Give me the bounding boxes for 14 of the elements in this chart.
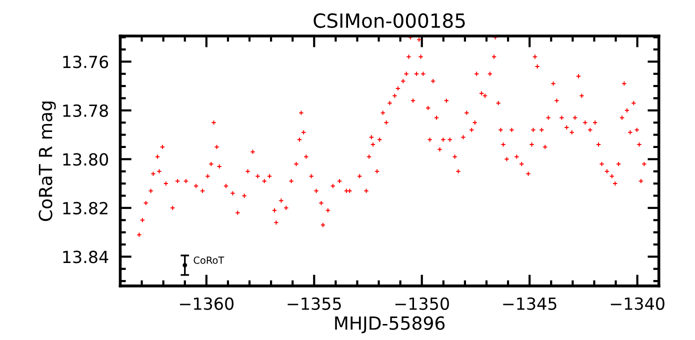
x-tick-label: −1355 xyxy=(288,297,341,310)
y-tick-label: 13.84 xyxy=(63,250,108,264)
y-tick-label: 13.78 xyxy=(63,104,108,117)
chart-title: CSIMon-000185 xyxy=(314,13,465,28)
x-tick-label: −1340 xyxy=(610,297,664,310)
annotation: CoRoT xyxy=(194,256,224,264)
x-tick-label: −1360 xyxy=(180,297,234,310)
x-tick-label: −1345 xyxy=(503,297,556,310)
y-tick-label: 13.76 xyxy=(63,56,108,68)
x-tick-label: −1350 xyxy=(395,297,449,310)
x-axis-title: MHJD-55896 xyxy=(335,316,445,334)
y-tick-label: 13.80 xyxy=(63,153,108,166)
y-tick-label: 13.82 xyxy=(63,202,108,214)
y-axis-title: CoRaT R mag xyxy=(38,102,56,221)
